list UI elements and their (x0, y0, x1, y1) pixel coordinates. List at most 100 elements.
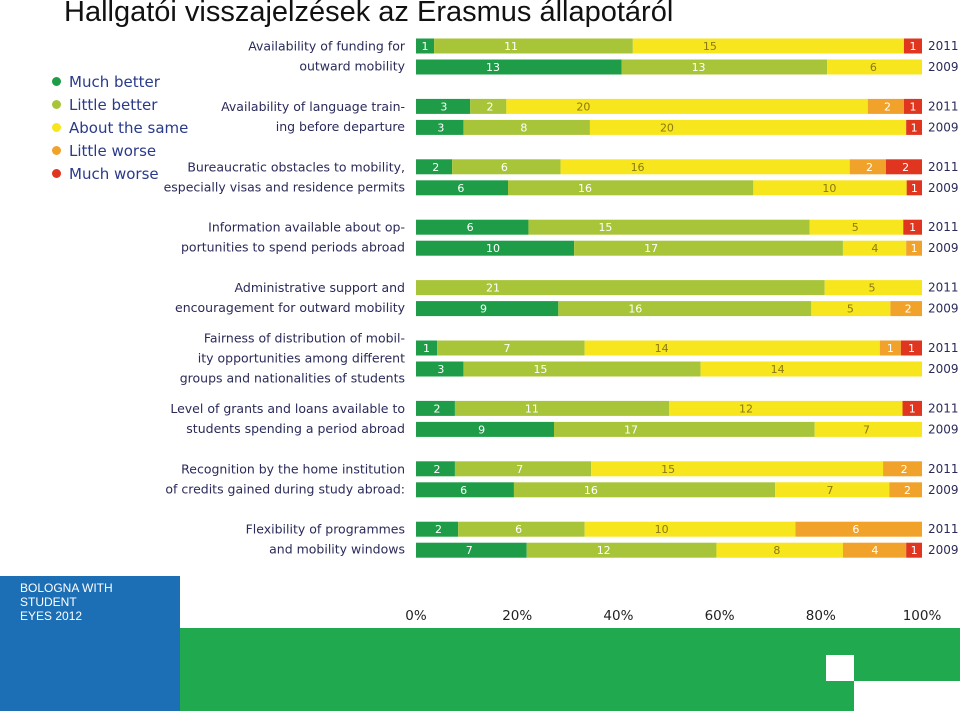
bar-segment (416, 159, 453, 175)
legend-label: Little better (69, 95, 158, 114)
bar-segment (842, 240, 907, 256)
data-label: 1 (909, 40, 916, 53)
x-tick-label: 40% (603, 608, 633, 624)
bar-segment (632, 38, 904, 54)
bar-segment (906, 119, 922, 135)
data-label: 3 (437, 121, 444, 134)
year-label: 2009 (928, 181, 959, 195)
data-label: 10 (822, 182, 836, 195)
bar-segment (574, 240, 843, 256)
bar-segment (416, 542, 527, 558)
data-label: 16 (631, 161, 645, 174)
bar-segment (584, 340, 880, 356)
year-label: 2009 (928, 362, 959, 376)
logo-text: BOLOGNA WITH STUDENT EYES 2012 (20, 581, 113, 623)
year-label: 2009 (928, 241, 959, 255)
bar-segment (416, 240, 575, 256)
data-label: 7 (863, 423, 870, 436)
bar-segment (528, 219, 810, 235)
group-label: Recognition by the home institution (181, 461, 405, 476)
bar-segment (889, 482, 922, 498)
group-label: Flexibility of programmes (246, 522, 405, 537)
bar-segment (849, 159, 886, 175)
bar-segment (879, 340, 901, 356)
data-label: 13 (692, 61, 706, 74)
bar-segment (416, 482, 514, 498)
data-label: 7 (466, 544, 473, 557)
data-label: 1 (908, 342, 915, 355)
group-label: students spending a period abroad (186, 421, 405, 436)
bar-segment (842, 542, 907, 558)
data-label: 7 (827, 484, 834, 497)
x-tick-label: 60% (705, 608, 735, 624)
bar-segment (416, 219, 529, 235)
legend-dot-little-better (52, 100, 61, 109)
data-label: 2 (902, 161, 909, 174)
legend-label: Much better (69, 72, 160, 91)
bar-segment (508, 180, 754, 196)
bar-segment (458, 521, 585, 537)
legend-dot-much-worse (52, 169, 61, 178)
data-label: 14 (655, 342, 669, 355)
legend-label: Much worse (69, 164, 159, 183)
bar-segment (814, 421, 922, 437)
bar-segment (902, 400, 922, 416)
group-label: Bureaucratic obstacles to mobility, (187, 159, 405, 174)
bar-segment (753, 180, 907, 196)
bar-segment (416, 340, 438, 356)
data-label: 5 (852, 221, 859, 234)
data-label: 8 (773, 544, 780, 557)
group-label: encouragement for outward mobility (175, 300, 406, 315)
bar-segment (416, 119, 464, 135)
data-label: 2 (904, 484, 911, 497)
data-label: 9 (478, 423, 485, 436)
group-label: ing before departure (276, 119, 406, 134)
bar-segment (416, 180, 508, 196)
x-tick-label: 0% (405, 608, 427, 624)
bar-segment (906, 542, 922, 558)
group-label: portunities to spend periods abroad (181, 240, 405, 255)
data-label: 2 (866, 161, 873, 174)
data-label: 1 (911, 242, 918, 255)
bar-segment (416, 38, 435, 54)
bar-segment (416, 98, 471, 114)
legend-dot-much-better (52, 77, 61, 86)
bar-segment (416, 521, 459, 537)
x-tick-label: 80% (806, 608, 836, 624)
bar-segment (885, 159, 922, 175)
x-tick-label: 100% (903, 608, 942, 624)
data-label: 12 (739, 402, 753, 415)
data-label: 4 (871, 242, 878, 255)
year-label: 2011 (928, 220, 959, 234)
bar-segment (827, 59, 922, 75)
bar-segment (470, 98, 507, 114)
group-label: outward mobility (299, 59, 405, 74)
data-label: 2 (435, 523, 442, 536)
bar-segment (416, 280, 825, 296)
bologna-logo: BOLOGNA WITH STUDENT EYES 2012 (0, 576, 180, 711)
year-label: 2009 (928, 483, 959, 497)
x-tick-label: 20% (502, 608, 532, 624)
data-label: 2 (884, 100, 891, 113)
data-label: 1 (909, 100, 916, 113)
bar-segment (416, 361, 464, 377)
year-label: 2011 (928, 281, 959, 295)
bar-segment (903, 38, 922, 54)
group-label: Availability of language train- (221, 99, 405, 114)
data-label: 6 (457, 182, 464, 195)
data-label: 1 (911, 544, 918, 557)
data-label: 6 (460, 484, 467, 497)
bar-segment (883, 461, 922, 477)
data-label: 5 (868, 282, 875, 295)
bar-segment (903, 98, 922, 114)
data-label: 7 (516, 463, 523, 476)
bar-segment (463, 119, 590, 135)
bar-segment (434, 38, 633, 54)
data-label: 17 (644, 242, 658, 255)
data-label: 15 (661, 463, 675, 476)
data-label: 15 (703, 40, 717, 53)
page-title: Hallgatói visszajelzések az Erasmus álla… (64, 0, 674, 28)
bar-segment (621, 59, 828, 75)
data-label: 13 (486, 61, 500, 74)
data-label: 20 (576, 100, 590, 113)
